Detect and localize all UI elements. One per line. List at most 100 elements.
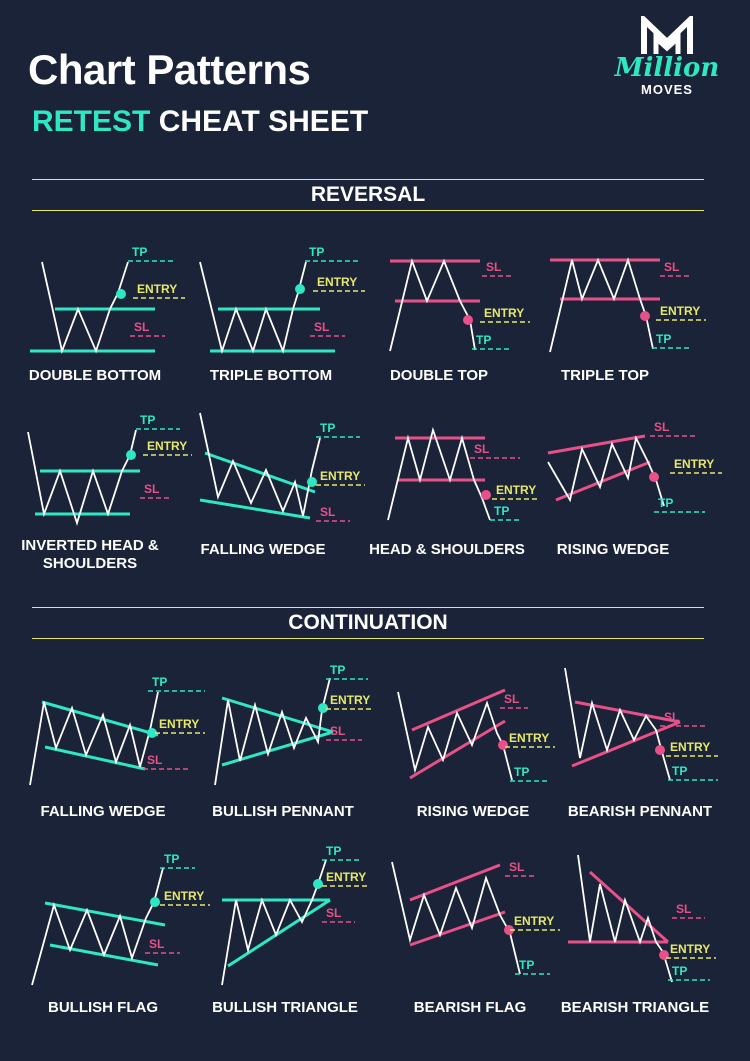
upper-trendline <box>409 863 501 902</box>
entry-label: ENTRY <box>484 306 524 320</box>
upper-trendline <box>41 700 159 737</box>
brand-logo: Million MOVES <box>612 16 722 116</box>
tp-label: TP <box>309 245 324 259</box>
lower-trendline <box>409 719 506 780</box>
sl-label: SL <box>147 753 162 767</box>
price-path <box>31 867 164 986</box>
tp-label: TP <box>514 765 529 779</box>
tp-label: TP <box>494 504 509 518</box>
pattern-label: BULLISH PENNANT <box>212 803 354 820</box>
pattern-label: BEARISH TRIANGLE <box>560 999 710 1016</box>
price-path <box>397 691 513 781</box>
reversal-section-header: REVERSAL <box>32 179 704 211</box>
lower-trendline <box>227 898 331 968</box>
price-path <box>29 691 159 786</box>
lower-trendline <box>555 460 651 502</box>
pattern-label: FALLING WEDGE <box>40 803 166 820</box>
tp-label: TP <box>330 663 345 677</box>
pattern-label: HEAD & SHOULDERS <box>369 541 525 558</box>
pattern-label: BULLISH TRIANGLE <box>212 999 358 1016</box>
sl-label: SL <box>486 260 501 274</box>
pattern-label: DOUBLE BOTTOM <box>28 367 162 384</box>
entry-dot <box>318 703 328 713</box>
price-path <box>214 677 331 786</box>
logo-m-icon <box>641 16 693 54</box>
sl-label: SL <box>149 937 164 951</box>
entry-dot <box>147 728 157 738</box>
upper-trendline <box>204 451 316 494</box>
pattern-label: TRIPLE BOTTOM <box>209 367 333 384</box>
sl-label: SL <box>134 320 149 334</box>
upper-trendline <box>588 870 670 944</box>
sl-label: SL <box>314 320 329 334</box>
entry-dot <box>481 490 491 500</box>
sl-label: SL <box>144 482 159 496</box>
lower-trendline <box>44 745 146 771</box>
entry-label: ENTRY <box>326 870 366 884</box>
tp-label: TP <box>140 413 155 427</box>
sl-label: SL <box>664 710 679 724</box>
price-path <box>199 261 307 355</box>
sl-label: SL <box>320 505 335 519</box>
lower-trendline <box>199 498 311 520</box>
pattern-label: TRIPLE TOP <box>560 367 650 384</box>
entry-dot <box>463 315 473 325</box>
entry-label: ENTRY <box>159 717 199 731</box>
sl-label: SL <box>509 860 524 874</box>
sl-label: SL <box>676 902 691 916</box>
entry-dot <box>504 925 514 935</box>
entry-label: ENTRY <box>660 304 700 318</box>
pattern-label: INVERTED HEAD & SHOULDERS <box>21 537 159 572</box>
price-path <box>577 854 673 983</box>
tp-label: TP <box>164 852 179 866</box>
price-path <box>41 261 129 355</box>
tp-label: TP <box>320 421 335 435</box>
sl-label: SL <box>330 724 345 738</box>
sl-label: SL <box>326 906 341 920</box>
price-path <box>564 667 671 781</box>
entry-label: ENTRY <box>674 457 714 471</box>
entry-label: ENTRY <box>496 483 536 497</box>
tp-label: TP <box>519 958 534 972</box>
price-path <box>221 859 327 986</box>
page-subtitle: RETEST CHEAT SHEET <box>32 105 368 139</box>
tp-label: TP <box>476 333 491 347</box>
pattern-label: RISING WEDGE <box>416 803 530 820</box>
price-path <box>387 426 491 521</box>
pattern-label: FALLING WEDGE <box>200 541 326 558</box>
entry-label: ENTRY <box>317 275 357 289</box>
lower-trendline <box>571 720 681 768</box>
tp-label: TP <box>152 675 167 689</box>
tp-label: TP <box>658 496 673 510</box>
sl-label: SL <box>654 420 669 434</box>
entry-dot <box>498 740 508 750</box>
pattern-label: RISING WEDGE <box>556 541 670 558</box>
pattern-label: DOUBLE TOP <box>389 367 489 384</box>
entry-dot <box>295 284 305 294</box>
tp-label: TP <box>672 964 687 978</box>
entry-dot <box>150 897 160 907</box>
brand-script: Million <box>614 53 720 83</box>
tp-label: TP <box>656 332 671 346</box>
price-path <box>389 257 476 352</box>
price-path <box>199 412 321 517</box>
entry-dot <box>126 450 136 460</box>
entry-label: ENTRY <box>509 731 549 745</box>
price-path <box>547 435 665 507</box>
price-path <box>549 257 654 353</box>
upper-trendline <box>547 434 646 455</box>
tp-label: TP <box>326 844 341 858</box>
entry-dot <box>307 477 317 487</box>
reversal-section-title: REVERSAL <box>310 183 426 206</box>
entry-label: ENTRY <box>320 469 360 483</box>
entry-dot <box>313 879 323 889</box>
price-path <box>391 861 521 975</box>
sl-label: SL <box>664 260 679 274</box>
entry-label: ENTRY <box>670 740 710 754</box>
page-title: Chart Patterns <box>28 46 311 93</box>
upper-trendline <box>221 696 334 734</box>
entry-dot <box>649 472 659 482</box>
pattern-label: BULLISH FLAG <box>48 999 158 1016</box>
